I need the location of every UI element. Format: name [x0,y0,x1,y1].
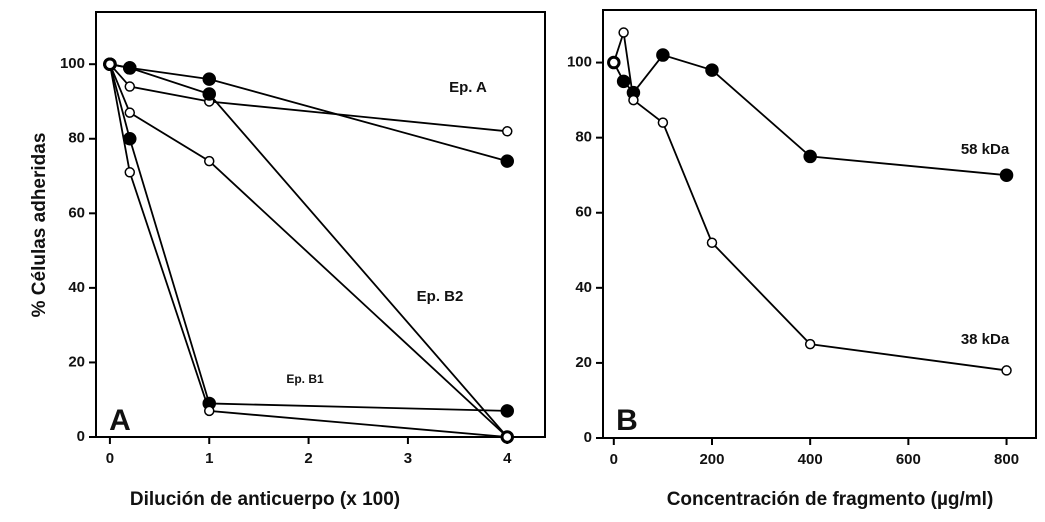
x-tick-label: 200 [699,451,724,468]
x-tick-label: 400 [798,451,823,468]
marker [656,48,670,62]
marker [202,87,216,101]
marker [123,132,137,146]
y-tick-label: 80 [68,130,85,147]
y-tick-label: 20 [575,354,592,371]
y-tick-label: 20 [68,353,85,370]
y-tick-label: 80 [575,129,592,146]
series-label: 38 kDa [961,331,1010,348]
y-tick-label: 0 [77,428,85,445]
series-line [109,63,508,412]
plot-frame [602,9,1037,439]
marker [500,404,515,418]
marker [706,237,718,249]
marker [804,338,816,350]
marker [999,168,1014,182]
y-tick-label: 100 [567,54,592,71]
marker [1001,365,1012,376]
x-tick-label: 4 [503,450,512,467]
annotation: Ep. A [449,79,487,96]
marker [104,58,116,70]
series-line [109,63,508,438]
y-tick-label: 60 [575,204,592,221]
marker [618,27,629,38]
series-line [109,63,508,162]
marker [202,72,216,86]
marker [124,81,136,92]
marker [203,405,215,417]
y-tick-label: 40 [575,279,592,296]
y-tick-label: 60 [68,204,85,221]
marker [500,154,515,168]
marker [123,61,137,75]
y-tick-label: 100 [60,55,85,72]
marker [608,57,620,68]
x-tick-label: 1 [205,450,213,467]
y-tick-label: 0 [584,429,592,446]
annotation: Ep. B2 [417,288,464,305]
x-axis-label: Dilución de anticuerpo (x 100) [130,489,400,510]
series-line [109,63,508,133]
x-tick-label: 600 [896,451,921,468]
marker [124,167,136,178]
marker [124,107,136,118]
x-tick-label: 3 [404,450,412,467]
marker [502,431,513,443]
x-tick-label: 0 [610,451,618,468]
x-tick-label: 800 [994,451,1019,468]
series-line [612,32,1007,372]
marker [803,149,817,164]
marker [502,126,513,137]
x-axis-label: Concentración de fragmento (µg/ml) [667,489,994,510]
panel-label: A [109,404,131,437]
series-line [109,63,508,438]
marker [657,117,669,128]
x-tick-label: 2 [304,450,312,467]
plot-frame [95,11,546,438]
series-label: 58 kDa [961,141,1010,158]
annotation: Ep. B1 [286,372,324,386]
series-line [109,64,508,438]
marker [203,155,215,167]
marker [705,63,719,77]
x-tick-label: 0 [106,450,114,467]
marker [628,94,639,106]
marker [616,74,631,89]
y-axis-label: % Células adheridas [29,133,50,318]
panel-label: B [616,404,638,437]
y-tick-label: 40 [68,279,85,296]
